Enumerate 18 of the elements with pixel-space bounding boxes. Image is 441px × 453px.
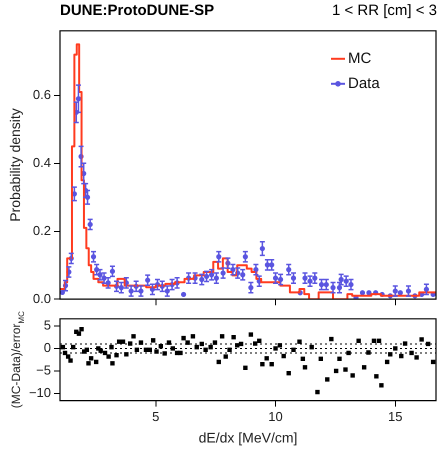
y-tick-label: 0.0: [32, 290, 51, 306]
y-tick-label: −5: [36, 362, 51, 378]
y-tick-label: 0: [44, 340, 51, 356]
legend-label: MC: [348, 50, 372, 67]
y-axis-title: Probability density: [7, 108, 23, 222]
x-tick-label: 15: [388, 408, 403, 424]
x-tick-label: 10: [268, 408, 283, 424]
legend-label: Data: [348, 74, 380, 92]
y-tick-label: 0.2: [32, 222, 51, 238]
y-tick-label: 5: [44, 318, 51, 333]
y-tick-label: 0.6: [32, 86, 51, 102]
chart-subtitle: 1 < RR [cm] < 3: [332, 2, 437, 19]
chart-title: DUNE:ProtoDUNE-SP: [60, 2, 214, 19]
y-tick-label: 0.4: [32, 154, 51, 170]
x-tick-label: 5: [152, 408, 160, 424]
y-axis-title: (MC-Data)/errorMC: [9, 310, 26, 408]
x-axis-title: dE/dx [MeV/cm]: [198, 429, 298, 446]
y-tick-label: −10: [28, 384, 51, 400]
